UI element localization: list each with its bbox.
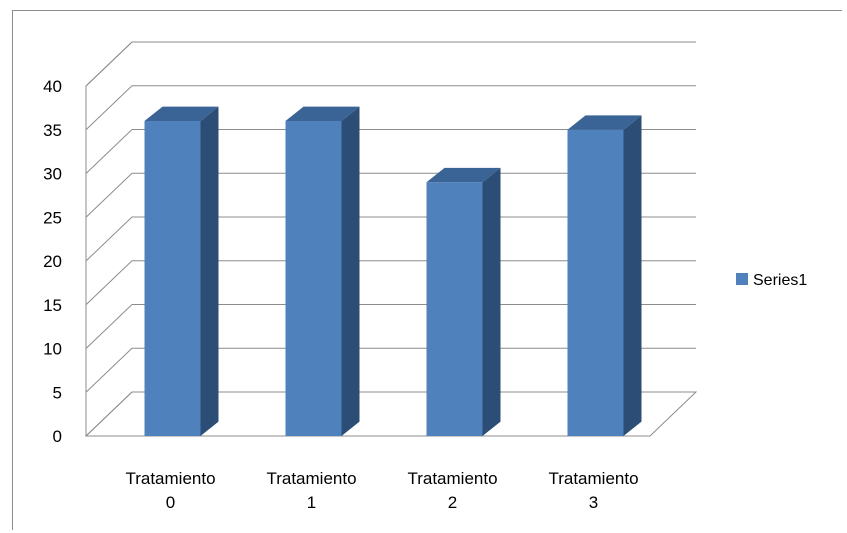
x-tick-label: Tratamiento 3 — [548, 469, 638, 512]
gridline — [85, 129, 696, 174]
bar-side — [341, 106, 360, 436]
gridline — [85, 172, 696, 218]
legend-label: Series1 — [753, 272, 807, 289]
x-tick-label: Tratamiento 1 — [266, 469, 356, 512]
gridline — [85, 41, 696, 87]
bar-side — [482, 167, 501, 436]
gridline — [85, 304, 696, 349]
legend: Series1 — [736, 272, 807, 289]
y-tick-label: 10 — [43, 340, 62, 359]
bar — [426, 167, 501, 436]
gridline — [85, 85, 696, 131]
y-tick-label: 0 — [53, 427, 62, 446]
gridline — [85, 216, 696, 262]
y-tick-label: 20 — [43, 252, 62, 271]
legend-swatch — [736, 273, 748, 285]
bar-side — [623, 115, 642, 436]
bar-side — [200, 106, 219, 436]
bar-top — [426, 167, 501, 183]
y-tick-label: 15 — [43, 296, 62, 315]
bars — [144, 106, 642, 436]
bar — [567, 115, 642, 436]
bar-top — [285, 106, 360, 121]
x-axis-labels: Tratamiento 0 Tratamiento 1 Tratamiento 2 Trat… — [125, 469, 638, 512]
gridline — [85, 260, 696, 306]
bar-top — [144, 106, 219, 121]
gridlines — [85, 41, 696, 437]
y-tick-label: 40 — [43, 77, 62, 96]
bar — [144, 106, 219, 436]
bar-front — [144, 121, 201, 436]
y-tick-label: 25 — [43, 208, 62, 227]
y-tick-label: 35 — [43, 121, 62, 140]
x-tick-label: Tratamiento 2 — [407, 469, 497, 512]
bar — [285, 106, 360, 436]
y-tick-label: 5 — [53, 383, 62, 402]
y-axis-ticks: 0 5 10 15 20 25 30 35 40 — [43, 77, 62, 446]
bar-top — [567, 115, 642, 130]
bar-front — [567, 129, 624, 436]
gridline — [85, 347, 696, 393]
gridline — [85, 391, 696, 437]
bar-front — [426, 182, 483, 436]
x-tick-label: Tratamiento 0 — [125, 469, 215, 512]
y-tick-label: 30 — [43, 165, 62, 184]
bar-front — [285, 121, 342, 436]
